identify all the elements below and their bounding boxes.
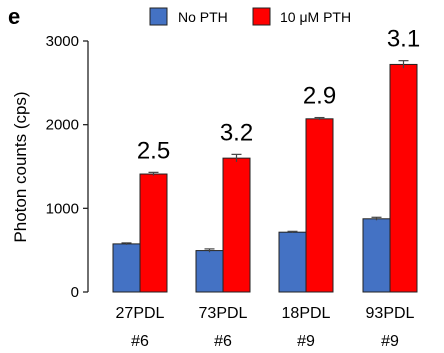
y-axis-title: Photon counts (cps)	[11, 91, 30, 242]
bar-pth	[389, 63, 418, 293]
fold-change-label: 3.2	[220, 119, 253, 146]
x-category-label: 18PDL	[282, 305, 331, 322]
y-tick-label: 3000	[46, 33, 79, 50]
x-axis-labels: 27PDL #6 73PDL #6 18PDL #9 93PDL #9	[116, 305, 415, 350]
legend: No PTH 10 μM PTH	[149, 7, 351, 26]
bar-pth	[305, 118, 334, 293]
legend-swatch-pth	[252, 7, 271, 26]
bar-no-pth	[112, 243, 141, 293]
x-category-sublabel: #9	[297, 333, 315, 350]
bars	[112, 63, 418, 293]
panel-label: e	[8, 4, 20, 29]
bar-no-pth	[195, 250, 224, 293]
bar-no-pth	[362, 218, 391, 293]
x-category-sublabel: #6	[214, 333, 232, 350]
y-tick-label: 0	[71, 284, 79, 301]
y-axis: 0 1000 2000 3000	[46, 33, 89, 301]
y-tick-label: 2000	[46, 117, 79, 134]
bar-pth	[222, 157, 251, 293]
legend-swatch-no-pth	[149, 7, 168, 26]
bar-no-pth	[278, 231, 307, 293]
error-bars	[121, 60, 409, 253]
x-category-label: 27PDL	[116, 305, 165, 322]
x-category-sublabel: #9	[381, 333, 399, 350]
x-category-label: 73PDL	[199, 305, 248, 322]
fold-change-label: 2.9	[303, 83, 336, 110]
legend-label-pth: 10 μM PTH	[280, 9, 351, 25]
fold-change-label: 2.5	[137, 137, 170, 164]
x-category-label: 93PDL	[366, 305, 415, 322]
y-tick-label: 1000	[46, 200, 79, 217]
fold-change-label: 3.1	[387, 26, 420, 53]
legend-label-no-pth: No PTH	[178, 9, 228, 25]
fold-change-labels: 2.5 3.2 2.9 3.1	[137, 26, 420, 165]
bar-pth	[139, 173, 168, 293]
x-category-sublabel: #6	[131, 333, 149, 350]
